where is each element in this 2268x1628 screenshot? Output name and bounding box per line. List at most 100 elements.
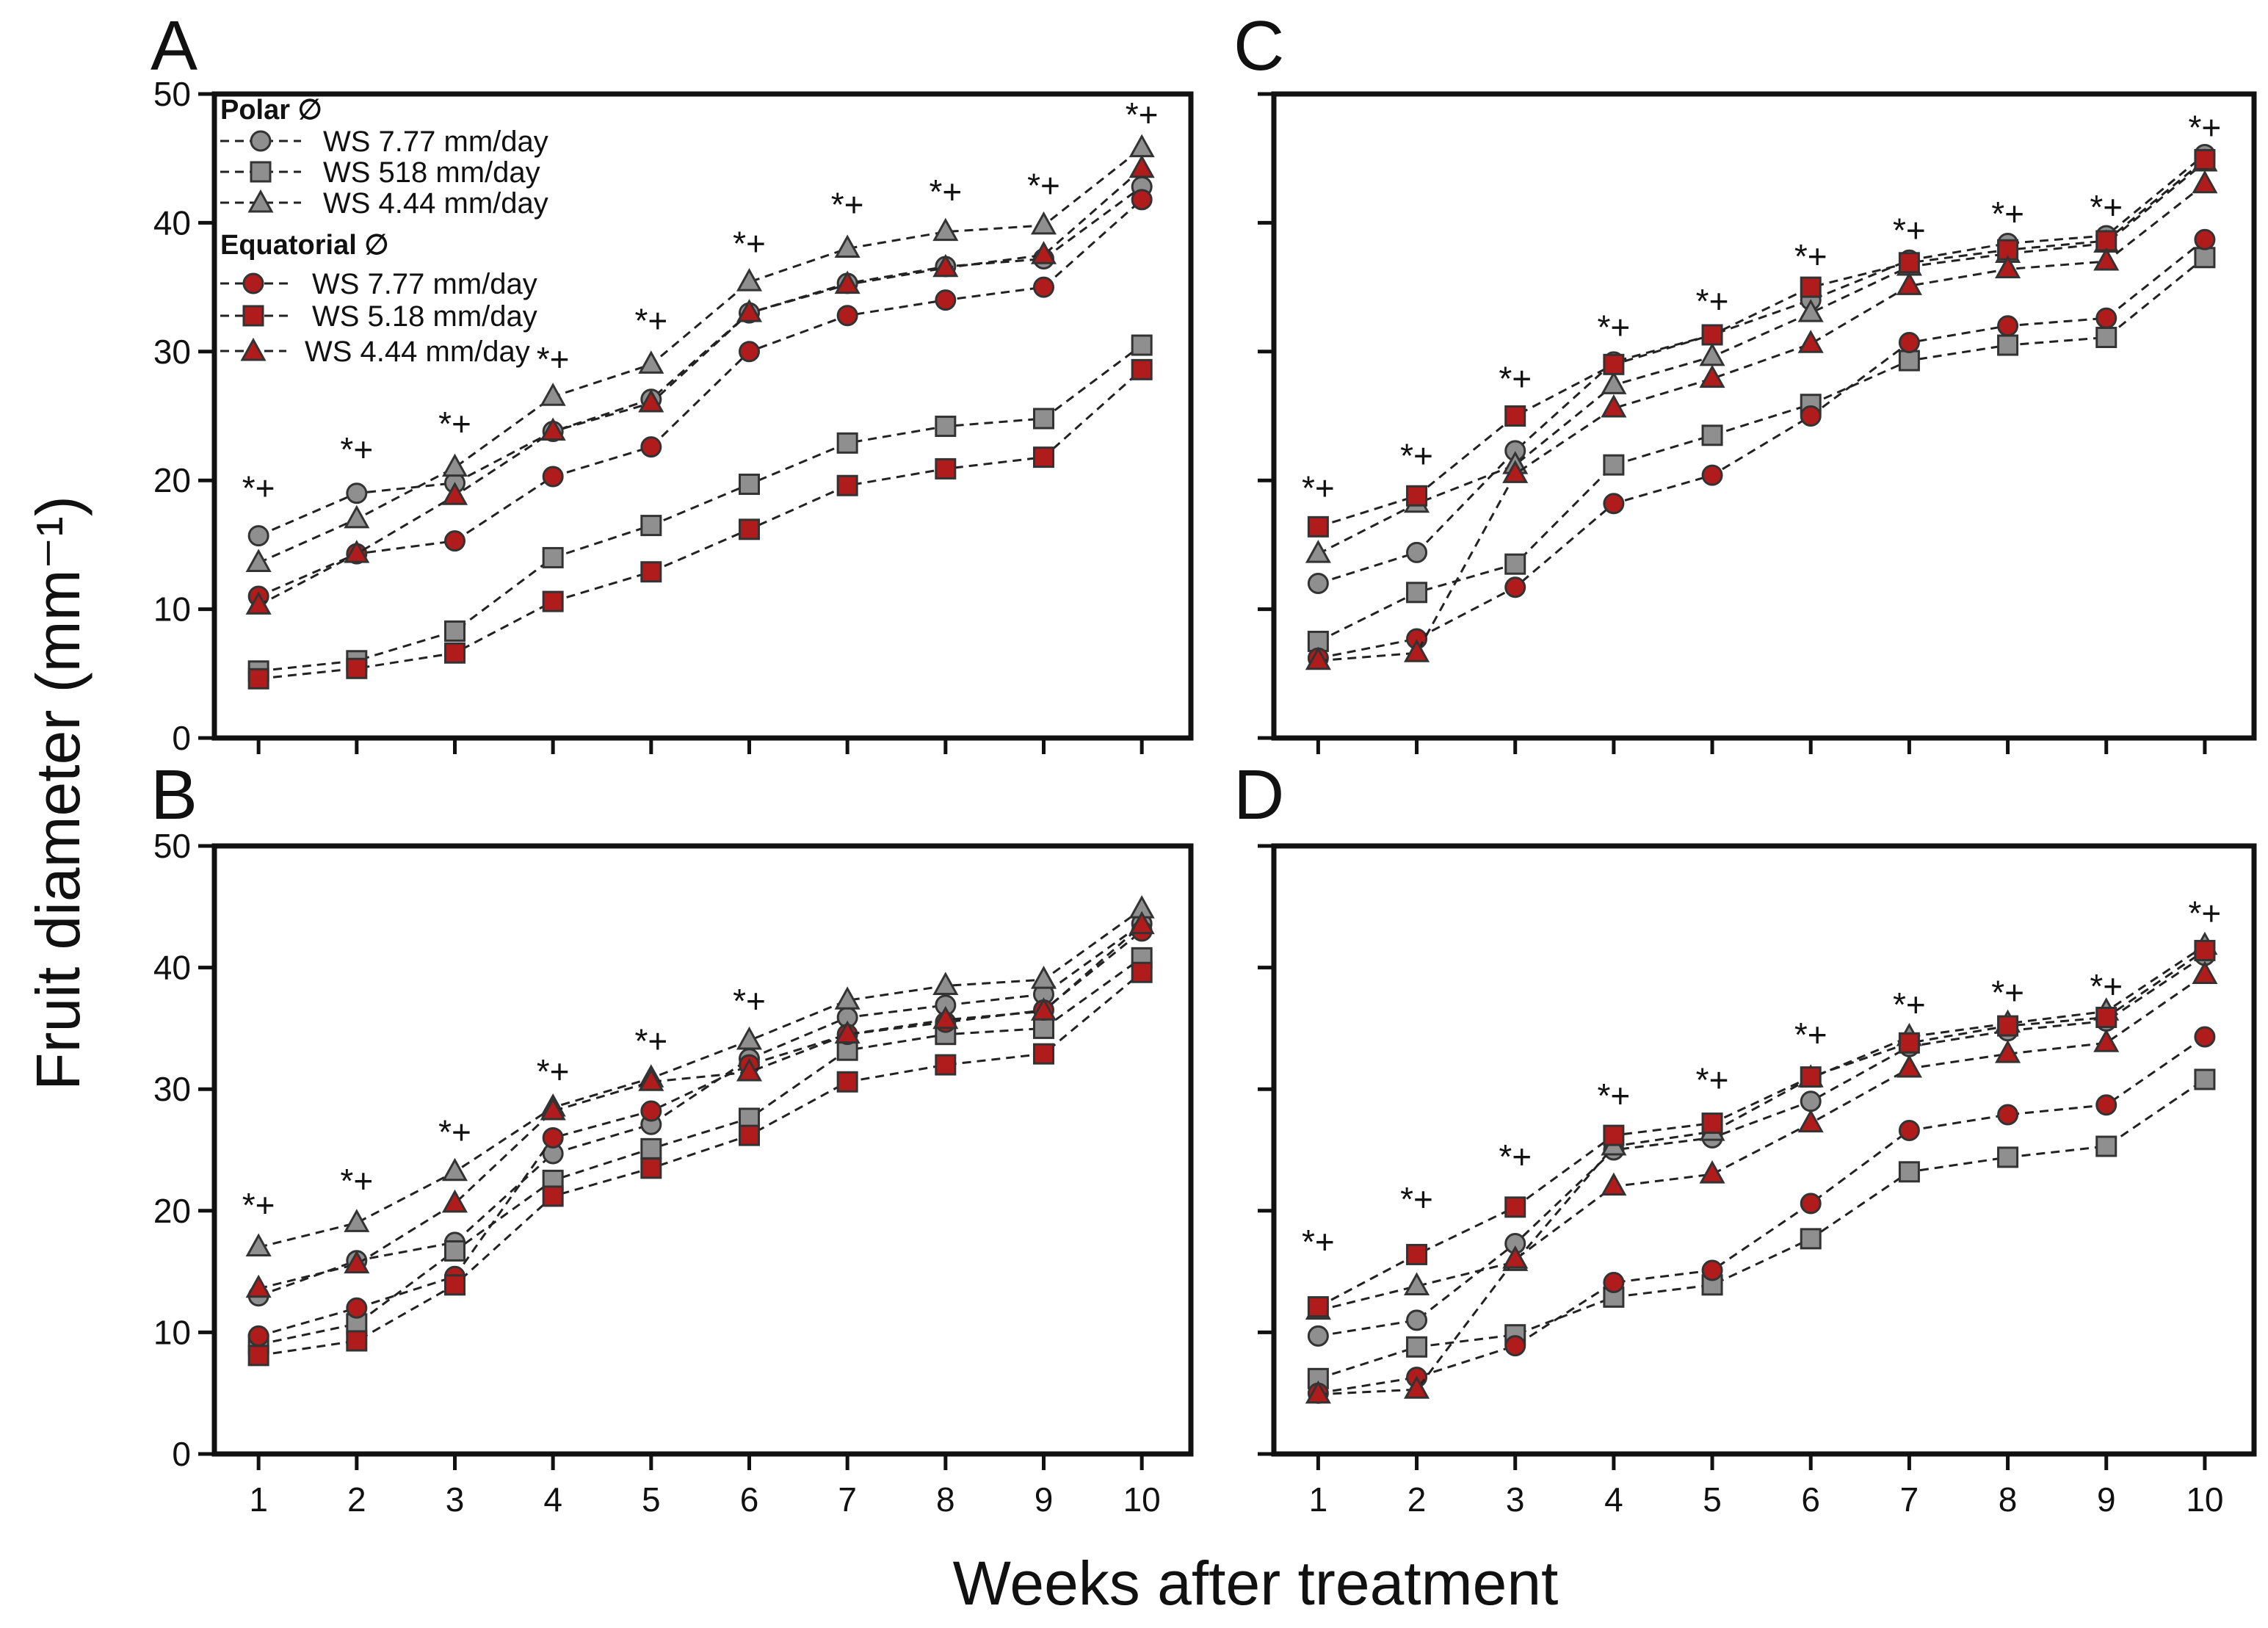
point-d-s5-w3 [1504, 1196, 1526, 1218]
significance-d-9: *+ [2090, 967, 2123, 1005]
point-b-s5-w2 [346, 1330, 368, 1352]
point-a-s4-w3 [443, 530, 465, 552]
point-a-s2-w5 [640, 515, 662, 537]
svg-text:WS 4.44 mm/day: WS 4.44 mm/day [323, 187, 548, 220]
series-a-3 [245, 134, 1155, 572]
significance-c-3: *+ [1499, 359, 1532, 397]
series-line-d-2 [1317, 1078, 2206, 1380]
point-a-s3-w9 [1030, 211, 1057, 235]
point-c-s5-w5 [1701, 324, 1723, 346]
significance-b-4: *+ [537, 1052, 570, 1090]
point-c-s6-w6 [1797, 330, 1824, 353]
point-a-s2-w7 [836, 432, 858, 454]
y-tick-label-a-30: 30 [153, 333, 191, 371]
x-tick-label-d-3: 3 [1506, 1480, 1525, 1519]
point-d-s6-w5 [1699, 1160, 1725, 1184]
point-a-s6-w7 [834, 270, 861, 294]
point-b-s5-w4 [542, 1185, 564, 1207]
x-tick-label-d-4: 4 [1604, 1480, 1623, 1519]
legend-square-red-icon [242, 305, 264, 327]
y-tick-label-a-0: 0 [172, 719, 191, 757]
legend-polar-entry-2: WS 518 mm/day [220, 156, 540, 189]
point-a-s5-w7 [836, 474, 858, 496]
point-a-s5-w4 [542, 590, 564, 612]
series-c-6 [1305, 170, 2218, 670]
point-a-s6-w8 [932, 253, 959, 278]
x-tick-label-d-8: 8 [1999, 1480, 2018, 1519]
x-tick-label-b-7: 7 [838, 1480, 857, 1519]
x-tick-label-b-10: 10 [1123, 1480, 1161, 1519]
plot-frame-c [1271, 91, 2257, 741]
point-c-s5-w7 [1898, 252, 1920, 274]
point-c-s2-w8 [1997, 334, 2019, 356]
point-a-s2-w6 [738, 473, 760, 495]
series-line-b-5 [258, 972, 1143, 1357]
point-b-s4-w4 [542, 1126, 564, 1148]
series-a-6 [245, 154, 1155, 615]
panel-c-axes [1258, 91, 2257, 754]
point-d-s3-w2 [1403, 1272, 1430, 1295]
point-a-s3-w1 [245, 549, 272, 572]
point-a-s6-w10 [1128, 154, 1155, 178]
legend-equatorial-entry-1: WS 7.77 mm/day [220, 268, 537, 300]
point-a-s5-w6 [738, 518, 760, 540]
point-a-s5-w1 [247, 668, 269, 690]
significance-d-5: *+ [1696, 1061, 1729, 1099]
significance-a-7: *+ [831, 186, 864, 224]
point-c-s4-w10 [2194, 228, 2216, 250]
svg-text:WS 5.18 mm/day: WS 5.18 mm/day [312, 300, 537, 333]
point-a-s3-w5 [638, 350, 664, 374]
panel-d-axes: 1 2 3 4 5 6 7 8 9 10 [1258, 843, 2257, 1519]
legend-triangle-gray-icon [247, 189, 274, 213]
series-c-4 [1307, 228, 2216, 669]
x-tick-label-d-9: 9 [2097, 1480, 2116, 1519]
point-c-s2-w7 [1898, 350, 1920, 372]
series-line-d-6 [1318, 974, 2206, 1396]
point-d-s2-w9 [2095, 1135, 2117, 1157]
point-d-s5-w7 [1898, 1032, 1920, 1054]
y-tick-label-b-10: 10 [153, 1313, 191, 1351]
point-d-s4-w7 [1898, 1120, 1920, 1142]
point-a-s2-w10 [1131, 334, 1153, 356]
significance-b-5: *+ [634, 1022, 667, 1060]
significance-b-6: *+ [733, 982, 766, 1020]
significance-c-2: *+ [1400, 437, 1433, 475]
y-tick-label-b-30: 30 [153, 1070, 191, 1108]
significance-c-9: *+ [2090, 188, 2123, 226]
point-a-s6-w4 [540, 417, 566, 441]
point-d-s4-w4 [1603, 1272, 1625, 1294]
point-c-s6-w2 [1403, 639, 1430, 662]
x-axis-label: Weeks after treatment [953, 1549, 1559, 1618]
point-d-s5-w5 [1701, 1113, 1723, 1135]
point-b-s3-w1 [245, 1233, 272, 1256]
legend-triangle-red-icon [240, 337, 267, 361]
significance-c-6: *+ [1794, 237, 1827, 275]
point-b-s3-w9 [1030, 966, 1057, 989]
y-tick-label-a-20: 20 [153, 461, 191, 499]
y-tick-label-b-50: 50 [153, 827, 191, 865]
point-c-s3-w4 [1601, 371, 1627, 394]
point-c-s2-w2 [1406, 582, 1428, 604]
x-tick-label-b-4: 4 [543, 1480, 562, 1519]
y-tick-label-b-40: 40 [153, 949, 191, 987]
point-b-s5-w9 [1032, 1043, 1054, 1065]
point-d-s1-w6 [1800, 1090, 1822, 1113]
series-c-5 [1307, 148, 2216, 538]
significance-a-6: *+ [733, 224, 766, 262]
point-b-s6-w1 [245, 1274, 272, 1298]
x-tick-label-b-9: 9 [1035, 1480, 1054, 1519]
point-a-s6-w6 [736, 299, 763, 322]
point-a-s3-w3 [441, 453, 468, 477]
point-d-s5-w9 [2095, 1006, 2117, 1028]
point-c-s1-w2 [1406, 541, 1428, 563]
point-a-s5-w9 [1032, 446, 1054, 468]
y-tick-label-b-20: 20 [153, 1192, 191, 1230]
point-d-s2-w10 [2194, 1068, 2216, 1090]
point-b-s6-w7 [834, 1020, 861, 1044]
panel-b: *+ *+ *+ *+ *+ *+ 0 10 20 30 40 50 1 2 3 4 5 6 7 8 9 10 B [151, 756, 1194, 1519]
point-d-s4-w6 [1800, 1193, 1822, 1215]
point-a-s4-w9 [1032, 276, 1054, 298]
plot-frame-b [211, 843, 1194, 1457]
point-b-s2-w7 [836, 1039, 858, 1061]
panel-b-series [245, 895, 1155, 1367]
